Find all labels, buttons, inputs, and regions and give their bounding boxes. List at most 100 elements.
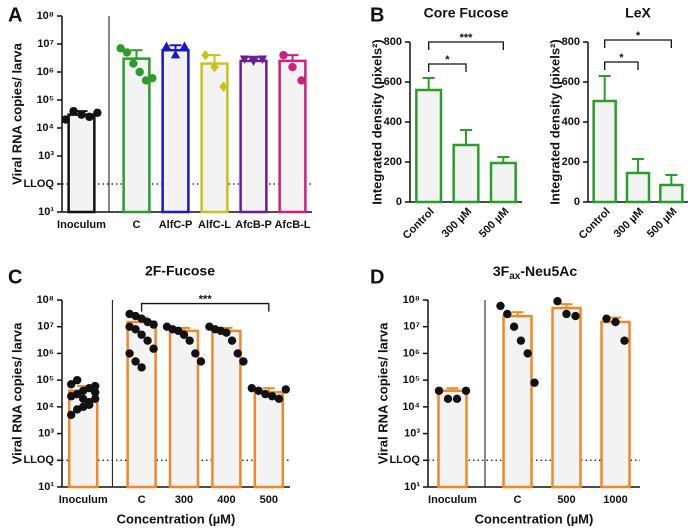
y-axis-title: Viral RNA copies/ larva bbox=[9, 42, 24, 184]
data-point bbox=[239, 55, 250, 64]
data-point bbox=[248, 57, 259, 67]
data-point bbox=[79, 394, 88, 404]
data-point bbox=[69, 106, 78, 116]
x-tick-label: C bbox=[138, 494, 146, 506]
data-point bbox=[129, 59, 138, 68]
data-point bbox=[461, 386, 471, 395]
y-tick-label: 10³ bbox=[38, 150, 54, 162]
bar bbox=[239, 59, 268, 214]
data-point bbox=[61, 115, 70, 124]
significance-label: * bbox=[445, 54, 450, 66]
data-point bbox=[219, 81, 228, 92]
data-point bbox=[185, 336, 194, 345]
data-point bbox=[602, 314, 611, 323]
data-point bbox=[254, 386, 263, 395]
data-point bbox=[297, 76, 306, 85]
x-tick-label: 500 bbox=[557, 494, 575, 506]
y-tick-label: 10¹ bbox=[38, 481, 54, 493]
data-point bbox=[67, 410, 76, 420]
y-axis-title: Integrated density (pixels²) bbox=[369, 39, 384, 204]
data-point bbox=[257, 55, 268, 64]
bar bbox=[253, 391, 285, 489]
y-tick-label: 10⁸ bbox=[403, 294, 420, 306]
y-tick-label: 10³ bbox=[404, 427, 420, 439]
x-tick-label: AlfC-L bbox=[198, 219, 231, 231]
y-axis-title: Viral RNA copies/ larva bbox=[9, 322, 24, 464]
data-point bbox=[179, 41, 190, 50]
y-tick-label: 400 bbox=[562, 116, 580, 128]
data-point bbox=[227, 336, 237, 345]
bar bbox=[452, 143, 480, 204]
y-tick-label: 10⁷ bbox=[37, 321, 54, 333]
data-point bbox=[170, 49, 181, 59]
panel-label: C bbox=[8, 266, 22, 288]
data-point bbox=[210, 61, 219, 73]
bar bbox=[659, 183, 684, 204]
y-tick-label: 0 bbox=[396, 196, 402, 208]
error-bar bbox=[460, 129, 472, 145]
error-bar bbox=[169, 44, 182, 51]
x-tick-label: Inoculum bbox=[428, 494, 477, 506]
bar bbox=[551, 306, 582, 489]
x-tick-label: 300 µM bbox=[440, 206, 475, 241]
significance-bracket bbox=[604, 39, 672, 48]
data-point bbox=[620, 336, 629, 345]
y-tick-label: 10⁴ bbox=[36, 122, 54, 134]
error-bar bbox=[422, 77, 435, 90]
data-point bbox=[261, 389, 270, 399]
y-tick-label: LLOQ bbox=[23, 454, 54, 466]
x-tick-label: 1000 bbox=[603, 494, 627, 506]
y-tick-label: 10¹ bbox=[38, 206, 54, 218]
data-point bbox=[137, 363, 146, 372]
significance-label: * bbox=[619, 52, 624, 64]
title-part: -Neu5Ac bbox=[520, 263, 577, 279]
y-tick-label: 10³ bbox=[38, 427, 54, 439]
error-bar bbox=[632, 158, 644, 173]
y-tick-label: 10⁴ bbox=[402, 401, 420, 413]
x-tick-label: Inoculum bbox=[59, 494, 108, 506]
x-tick-label: C bbox=[514, 494, 522, 506]
x-tick-label: Control bbox=[401, 206, 437, 242]
data-point bbox=[201, 49, 210, 61]
data-point bbox=[161, 41, 172, 50]
error-bar bbox=[497, 156, 510, 163]
y-tick-label: 10⁸ bbox=[37, 10, 54, 22]
data-point bbox=[553, 297, 562, 306]
data-point bbox=[443, 394, 453, 404]
data-point bbox=[611, 317, 620, 327]
data-point bbox=[530, 378, 539, 387]
data-point bbox=[571, 311, 580, 321]
y-tick-label: 10⁷ bbox=[37, 38, 54, 50]
data-point bbox=[288, 62, 297, 72]
y-tick-label: 10⁶ bbox=[37, 66, 54, 78]
y-tick-label: 10⁶ bbox=[403, 347, 420, 359]
y-tick-label: 400 bbox=[384, 116, 402, 128]
x-tick-label: Control bbox=[577, 206, 613, 242]
x-tick-label: AlfC-P bbox=[159, 219, 193, 231]
y-tick-label: 200 bbox=[562, 156, 580, 168]
data-point bbox=[562, 309, 571, 319]
error-bar bbox=[598, 75, 611, 101]
data-point bbox=[434, 386, 444, 395]
bar bbox=[600, 320, 631, 489]
bar bbox=[592, 99, 617, 204]
x-tick-label: 500 µM bbox=[477, 206, 512, 241]
x-tick-label: Inoculum bbox=[57, 219, 106, 231]
error-bar bbox=[665, 174, 678, 185]
y-tick-label: 200 bbox=[384, 156, 402, 168]
data-point bbox=[125, 349, 134, 358]
panel-label: D bbox=[370, 266, 384, 288]
data-point bbox=[131, 325, 140, 334]
bar bbox=[161, 48, 190, 214]
bar bbox=[437, 389, 468, 489]
x-tick-label: 400 bbox=[217, 494, 235, 506]
y-tick-label: 600 bbox=[562, 76, 580, 88]
data-point bbox=[135, 67, 144, 77]
error-bar bbox=[262, 387, 275, 393]
data-point bbox=[67, 380, 76, 389]
x-axis-title: Concentration (µM) bbox=[117, 511, 236, 526]
x-tick-label: C bbox=[133, 219, 141, 231]
significance-label: * bbox=[636, 30, 641, 42]
data-point bbox=[222, 328, 231, 337]
x-tick-label: 300 bbox=[175, 494, 193, 506]
